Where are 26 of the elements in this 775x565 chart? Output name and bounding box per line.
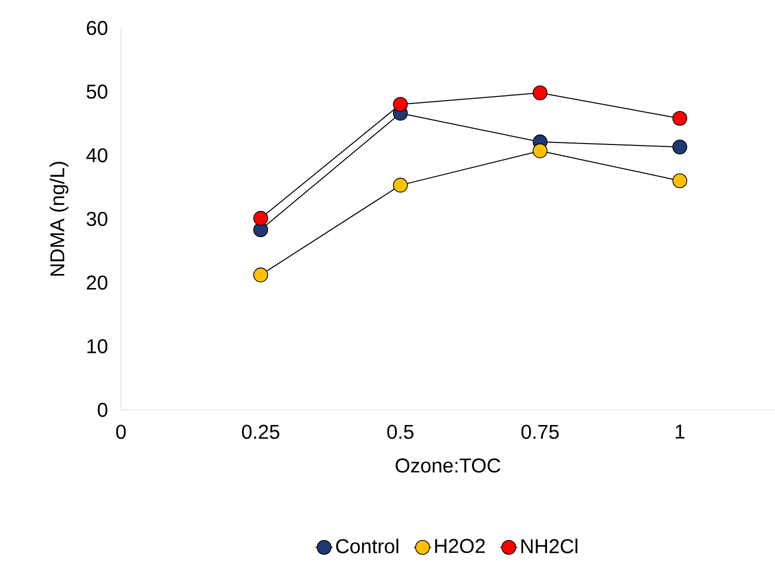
x-axis-title: Ozone:TOC — [396, 458, 500, 473]
x-tick-label: 0 — [116, 424, 126, 439]
point — [532, 144, 548, 158]
x-tick-label: 0.5 — [387, 424, 414, 439]
y-tick-label: 20 — [86, 276, 108, 290]
point — [253, 210, 268, 226]
y-tick-label: 10 — [87, 339, 108, 354]
legend-label: NH2Cl — [521, 538, 578, 554]
y-tick-label: 50 — [86, 84, 108, 99]
point — [672, 173, 688, 188]
y-tick-label: 40 — [86, 148, 108, 162]
y-tick-label: 0 — [98, 402, 108, 418]
point — [672, 140, 688, 154]
x-tick-label: 1 — [676, 424, 684, 439]
x-tick-label: 0.25 — [242, 424, 280, 439]
point — [253, 268, 268, 282]
y-axis-title: NDMA (ng/L) — [50, 162, 68, 276]
point — [672, 111, 688, 126]
point — [392, 178, 408, 193]
y-tick-label: 60 — [86, 20, 108, 36]
point — [532, 86, 548, 100]
legend-label: Control — [336, 538, 398, 554]
y-tick-label: 30 — [86, 212, 108, 226]
point — [392, 97, 408, 112]
legend-label: H2O2 — [435, 538, 485, 554]
x-tick-label: 0.75 — [521, 424, 559, 439]
